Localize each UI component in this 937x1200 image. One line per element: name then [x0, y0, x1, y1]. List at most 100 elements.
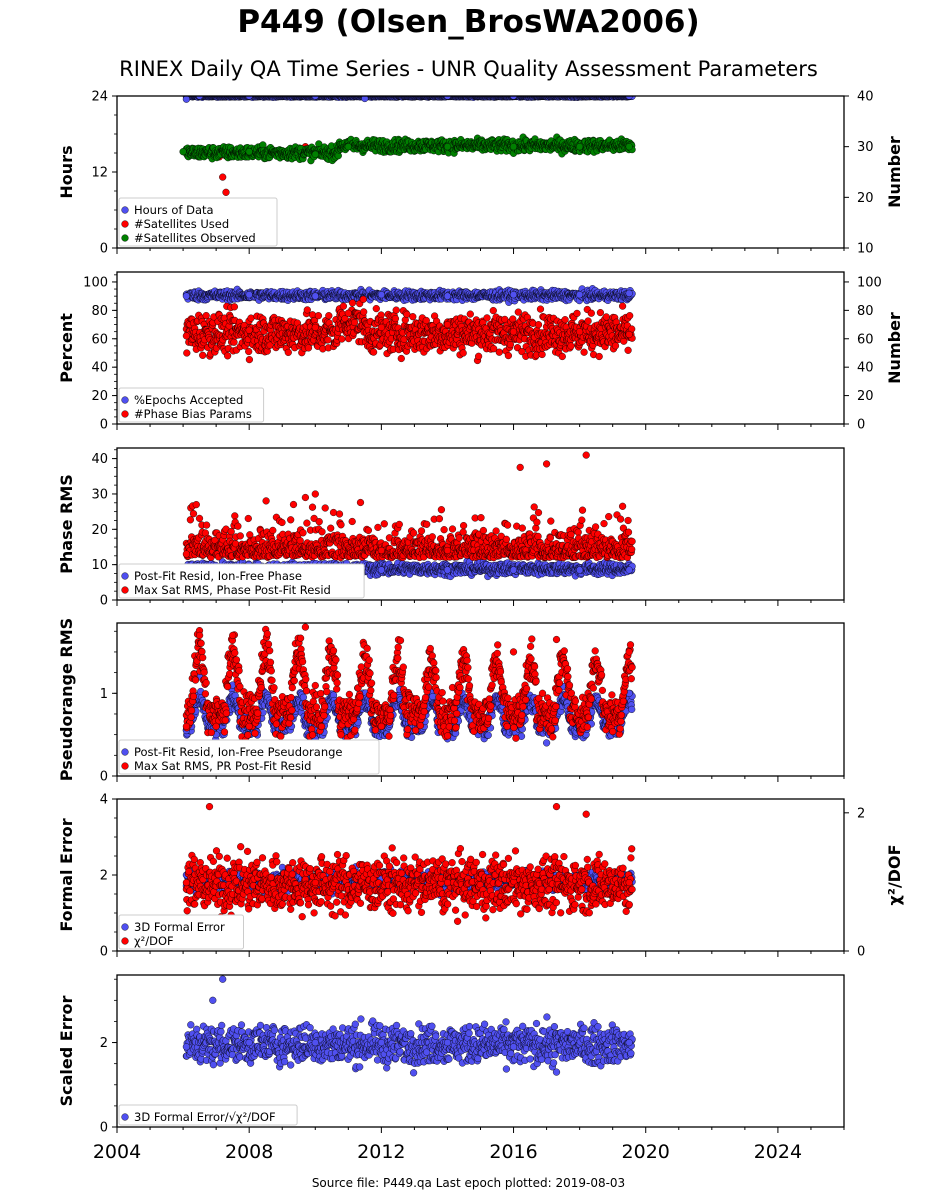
data-point	[348, 299, 357, 307]
data-point	[344, 143, 352, 151]
chart-title: P449 (Olsen_BrosWA2006)	[237, 4, 700, 40]
data-point	[304, 344, 313, 352]
points-hours	[179, 96, 636, 196]
data-point	[372, 305, 380, 313]
data-point	[489, 307, 497, 315]
data-point	[459, 349, 467, 357]
data-point	[580, 348, 588, 356]
data-point	[625, 330, 633, 339]
panel-percent: 020406080100020406080100NumberPercent%Ep…	[57, 271, 904, 433]
data-point	[575, 291, 584, 299]
data-point	[182, 292, 191, 300]
points-phase	[182, 451, 636, 581]
y2-tick-label: 20	[857, 191, 874, 206]
y-tick-label: 80	[91, 304, 108, 319]
data-point	[245, 326, 253, 334]
data-point	[501, 315, 509, 324]
data-point	[596, 309, 605, 317]
data-point	[625, 96, 633, 100]
data-point	[370, 348, 378, 356]
data-point	[360, 308, 368, 316]
y-tick-label: 20	[91, 389, 108, 404]
y2-tick-label: 80	[857, 304, 874, 319]
data-point	[624, 346, 632, 354]
y-tick-label: 12	[91, 166, 108, 181]
data-point	[587, 309, 595, 317]
y2-tick-label: 100	[857, 275, 882, 290]
data-point	[182, 332, 191, 340]
legend-label: Hours of Data	[134, 203, 214, 217]
y2-tick-label: 40	[857, 90, 874, 105]
y-tick-label: 24	[91, 90, 108, 105]
data-point	[397, 354, 405, 363]
points-percent	[182, 285, 636, 395]
legend-percent: %Epochs Accepted#Phase Bias Params	[118, 387, 265, 423]
y2-tick-label: 60	[857, 332, 874, 347]
data-point	[247, 314, 255, 322]
data-point	[179, 148, 187, 156]
legend-marker	[121, 396, 129, 404]
legend-label: #Satellites Used	[134, 217, 229, 231]
data-point	[230, 338, 238, 346]
y-tick-label: 40	[91, 361, 108, 376]
data-point	[377, 291, 386, 299]
y2-tick-label: 20	[857, 389, 874, 404]
legend-label: %Epochs Accepted	[134, 393, 243, 407]
data-point	[573, 309, 581, 318]
legend-label: #Satellites Observed	[134, 231, 256, 245]
data-point	[245, 356, 254, 364]
data-point	[284, 348, 292, 357]
data-point	[509, 291, 518, 299]
data-point	[245, 347, 253, 356]
legend-hours: Hours of Data#Satellites Used#Satellites…	[118, 197, 278, 247]
data-point	[311, 323, 319, 332]
data-point	[245, 96, 253, 100]
data-point	[536, 305, 545, 313]
y-tick-label: 60	[91, 332, 108, 347]
data-point	[475, 352, 483, 360]
data-point	[183, 349, 191, 357]
data-point	[391, 315, 400, 323]
data-point	[409, 313, 417, 321]
y2-tick-label: 10	[857, 242, 874, 257]
data-point	[625, 289, 633, 297]
data-point	[584, 317, 592, 325]
data-point	[611, 342, 620, 350]
legend-label: #Phase Bias Params	[134, 407, 252, 421]
data-point	[626, 312, 634, 320]
data-point	[538, 350, 546, 359]
data-point	[509, 328, 518, 336]
series-percent-1	[182, 295, 636, 395]
data-point	[625, 143, 633, 151]
series-hours-0	[182, 96, 636, 103]
data-point	[567, 342, 575, 350]
data-point	[443, 292, 452, 300]
data-point	[575, 328, 584, 336]
data-point	[325, 312, 333, 320]
data-point	[443, 96, 452, 100]
data-point	[495, 348, 503, 356]
data-point	[339, 302, 348, 310]
data-point	[618, 302, 627, 310]
data-point	[303, 306, 311, 314]
y2-tick-label: 0	[857, 418, 865, 433]
data-point	[504, 352, 513, 360]
data-point	[196, 96, 204, 100]
legend-marker	[121, 220, 129, 228]
data-point	[466, 310, 474, 318]
data-point	[483, 314, 491, 322]
data-point	[324, 336, 332, 344]
data-point	[311, 96, 319, 100]
data-point	[222, 188, 230, 196]
data-point	[506, 341, 515, 349]
legend-marker	[121, 234, 129, 242]
data-point	[311, 292, 319, 300]
data-point	[359, 295, 367, 303]
data-point	[361, 96, 369, 103]
legend-marker	[121, 410, 129, 418]
data-point	[219, 173, 227, 181]
data-point	[443, 321, 452, 329]
